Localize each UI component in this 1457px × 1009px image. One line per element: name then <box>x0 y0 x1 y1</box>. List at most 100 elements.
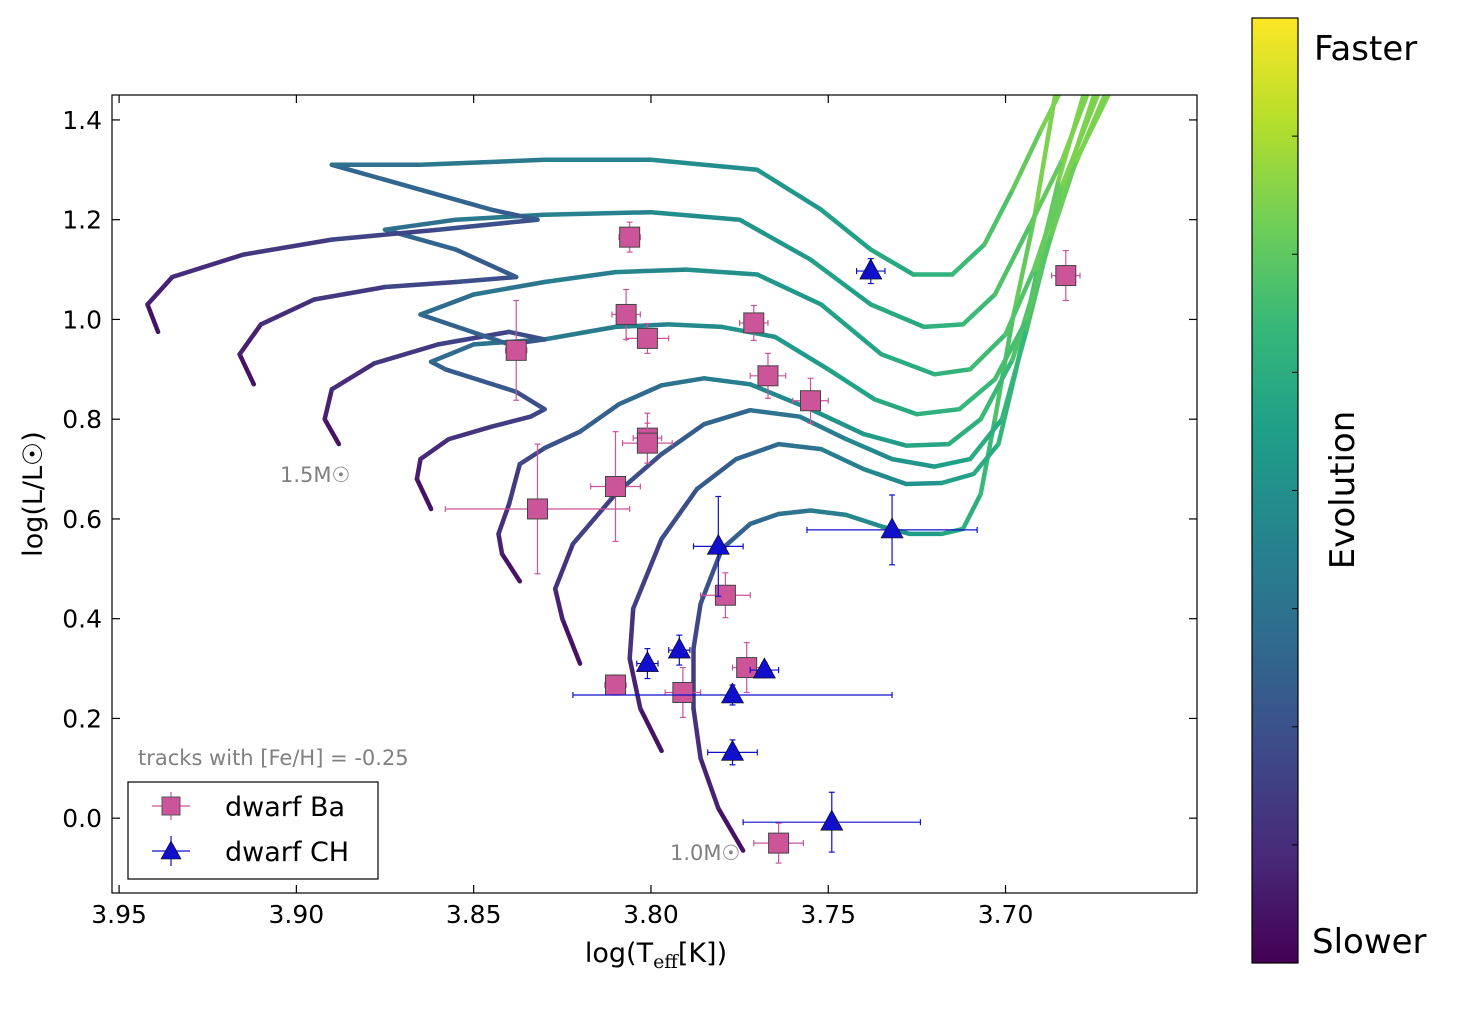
y-tick-label: 0.4 <box>62 605 102 634</box>
data-point <box>856 257 886 285</box>
track-segment <box>627 606 636 661</box>
data-point <box>504 299 528 401</box>
track-segment <box>552 541 576 592</box>
track-segment <box>701 407 753 427</box>
track-segment <box>577 401 622 434</box>
ch-marker <box>880 517 904 539</box>
x-tick-label: 3.90 <box>269 900 325 929</box>
track-3 <box>496 95 1108 584</box>
track-4 <box>414 95 1111 512</box>
data-point <box>667 634 691 666</box>
y-tick-label: 0.8 <box>62 405 102 434</box>
track-segment <box>914 406 962 417</box>
ba-marker <box>615 303 637 325</box>
track-7 <box>145 95 1061 335</box>
y-axis: 0.0 0.2 0.4 0.6 0.8 1.0 1.2 1.4 <box>62 106 1197 833</box>
track-segment <box>471 279 547 297</box>
track-segment <box>630 536 664 611</box>
track-segment <box>489 414 533 429</box>
data-point <box>635 648 659 680</box>
ba-marker <box>1055 265 1077 287</box>
track-segment <box>719 521 753 552</box>
data-point <box>604 674 627 696</box>
track-segment <box>453 212 547 222</box>
ch-marker <box>752 657 776 679</box>
track-segment <box>932 367 973 377</box>
colorbar-gradient <box>1251 17 1299 964</box>
track-segment <box>808 257 874 307</box>
track-segment <box>382 217 459 232</box>
track-segment <box>1060 95 1100 188</box>
y-tick-label: 0.0 <box>62 804 102 833</box>
y-tick-label: 1.0 <box>62 305 102 334</box>
legend-marker-ch <box>152 836 190 866</box>
track-segment <box>329 162 494 212</box>
x-axis: 3.95 3.90 3.85 3.80 3.75 3.70 <box>91 95 1033 929</box>
track-segment <box>499 551 523 584</box>
ba-marker <box>800 390 822 412</box>
track-segment <box>506 461 523 507</box>
track-segment <box>528 406 547 419</box>
track-segment <box>329 361 377 392</box>
track-segment <box>1031 95 1058 222</box>
data-point <box>731 642 762 694</box>
legend-marker-ba <box>152 792 190 820</box>
data-point <box>742 791 922 853</box>
track-segment <box>560 616 583 666</box>
track-segment <box>1060 95 1090 163</box>
track-segment <box>1031 182 1065 272</box>
ch-marker <box>720 682 745 704</box>
track-segment <box>648 157 760 173</box>
data-point <box>806 494 978 566</box>
track-segment <box>733 441 781 462</box>
colorbar-top-label: Faster <box>1314 29 1417 69</box>
y-tick-label: 1.4 <box>62 106 102 135</box>
track-segment <box>240 237 335 257</box>
track-segment <box>1024 232 1054 322</box>
colorbar: Faster Slower Evolution <box>1251 17 1427 964</box>
track-segment <box>843 436 895 462</box>
track-segment <box>818 207 874 252</box>
track-segment <box>1010 217 1037 322</box>
track-segment <box>329 227 441 242</box>
track-segment <box>414 476 434 512</box>
track-segment <box>542 324 618 342</box>
track-segment <box>701 376 753 387</box>
ba-marker <box>714 584 736 606</box>
track-segment <box>903 480 944 487</box>
mass-label-high: 1.5M☉ <box>280 463 350 487</box>
track-segment <box>861 431 909 448</box>
track-segment <box>825 367 877 402</box>
track-segment <box>999 327 1030 422</box>
track-segment <box>868 247 916 277</box>
track-segment <box>684 267 760 277</box>
ch-marker <box>635 650 659 672</box>
plot-frame <box>111 94 1198 894</box>
track-segment <box>542 429 583 451</box>
data-point <box>753 822 805 864</box>
track-segment <box>776 508 813 517</box>
track-segment <box>638 706 664 754</box>
track-segment <box>552 586 565 621</box>
track-segment <box>1074 95 1111 163</box>
track-segment <box>992 222 1033 297</box>
track-segment <box>489 207 540 222</box>
track-segment <box>967 416 1005 462</box>
track-segment <box>698 756 721 811</box>
track-segment <box>808 406 866 437</box>
track-segment <box>322 387 335 422</box>
track-segment <box>616 383 664 407</box>
y-axis-title: log(L/L☉) <box>18 431 49 557</box>
metallicity-note: tracks with [Fe/H] = -0.25 <box>138 746 409 770</box>
track-segment <box>1003 267 1037 337</box>
y-tick-label: 0.2 <box>62 704 102 733</box>
track-segment <box>382 279 459 290</box>
track-segment <box>648 209 742 222</box>
track-segment <box>666 322 725 330</box>
track-segment <box>496 531 505 557</box>
track-segment <box>747 407 803 419</box>
track-segment <box>737 217 813 262</box>
track-segment <box>428 342 476 365</box>
ba-marker <box>505 339 527 361</box>
track-segment <box>659 421 707 457</box>
